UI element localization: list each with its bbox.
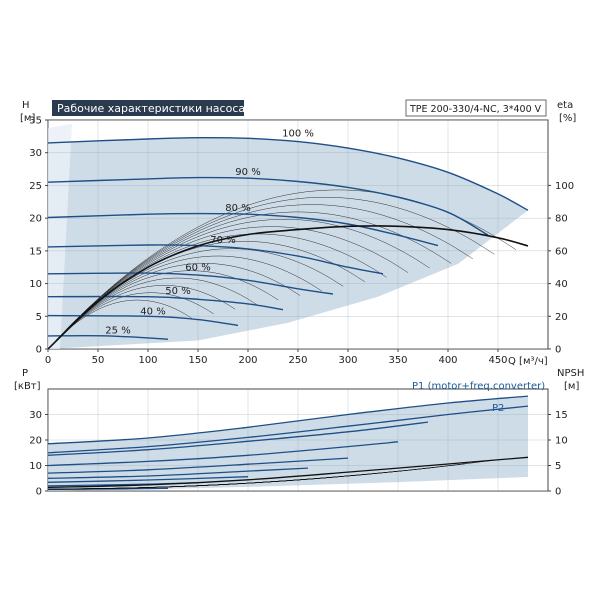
p2-series-label: P2 <box>492 403 504 414</box>
model-label-box <box>405 99 547 117</box>
envelope-left-highlight <box>48 124 72 349</box>
y2-tick-label: 0 <box>555 487 561 498</box>
y2-axis-title-eta: eta <box>557 100 573 111</box>
x-tick-label: 300 <box>338 355 357 366</box>
speed-label-70pct: 70 % <box>210 235 235 246</box>
head-curve-80pct <box>48 212 439 247</box>
x-tick-label: 150 <box>188 355 207 366</box>
p1-series-label: P1 (motor+freq.converter) <box>412 381 545 392</box>
speed-label-40pct: 40 % <box>140 306 165 317</box>
head-curve-100pct <box>48 136 529 211</box>
y-tick-label: 5 <box>36 312 42 323</box>
x-tick-label: 50 <box>92 355 105 366</box>
speed-label-90pct: 90 % <box>235 167 260 178</box>
y2-tick-label: 40 <box>555 279 568 290</box>
power-curve-0 <box>48 395 529 445</box>
y2-tick-label: 0 <box>555 345 561 356</box>
head-curve-90pct <box>48 176 489 236</box>
head-curve-50pct <box>48 295 284 311</box>
title-bar <box>52 100 244 116</box>
y-tick-label: 30 <box>29 410 42 421</box>
x-tick-label: 100 <box>138 355 157 366</box>
y2-tick-label: 10 <box>555 436 568 447</box>
power-curve-5 <box>48 467 309 479</box>
x-axis-title: Q [м³/ч] <box>508 356 548 367</box>
power-curve-8 <box>48 487 169 491</box>
y-axis-unit-p: [кВт] <box>14 381 41 392</box>
head-curve-70pct <box>48 244 384 275</box>
speed-label-50pct: 50 % <box>165 286 190 297</box>
y2-tick-label: 20 <box>555 312 568 323</box>
speed-label-60pct: 60 % <box>185 262 210 273</box>
y-axis-title-h: H <box>22 100 30 111</box>
y-tick-label: 35 <box>29 116 42 127</box>
speed-label-25pct: 25 % <box>105 325 130 336</box>
x-tick-label: 200 <box>238 355 257 366</box>
x-tick-label: 450 <box>488 355 507 366</box>
y-tick-label: 20 <box>29 436 42 447</box>
y2-axis-title-npsh: NPSH <box>557 368 584 379</box>
operating-envelope-top <box>48 137 528 349</box>
efficiency-iso-curve <box>48 226 409 349</box>
y-tick-label: 0 <box>36 345 42 356</box>
efficiency-iso-curve <box>48 204 473 349</box>
y2-tick-label: 60 <box>555 246 568 257</box>
head-curve-40pct <box>48 314 239 327</box>
chart-title: Рабочие характеристики насоса <box>57 102 245 115</box>
power-curve-3 <box>48 441 399 467</box>
y-tick-label: 20 <box>29 214 42 225</box>
power-curve-2 <box>48 421 429 456</box>
y2-axis-unit-npsh: [м] <box>564 381 579 392</box>
y-tick-label: 10 <box>29 461 42 472</box>
y2-tick-label: 80 <box>555 214 568 225</box>
y2-tick-label: 100 <box>555 181 574 192</box>
speed-label-80pct: 80 % <box>225 203 250 214</box>
efficiency-curve <box>48 225 529 349</box>
power-curve-6 <box>48 476 249 483</box>
head-curve-60pct <box>48 272 334 295</box>
y-tick-label: 30 <box>29 148 42 159</box>
y2-axis-unit-eta: [%] <box>559 113 576 124</box>
y-tick-label: 25 <box>29 181 42 192</box>
efficiency-iso-curve <box>48 219 430 349</box>
y2-tick-label: 15 <box>555 410 568 421</box>
x-tick-label: 400 <box>438 355 457 366</box>
efficiency-iso-curve <box>48 211 452 349</box>
y-axis-unit-h: [м] <box>20 113 35 124</box>
power-curve-4 <box>48 457 349 474</box>
y-axis-title-p: P <box>22 368 28 379</box>
npsh-iso-curve <box>48 459 499 490</box>
efficiency-iso-curve <box>48 197 495 349</box>
x-tick-label: 250 <box>288 355 307 366</box>
x-tick-label: 0 <box>45 355 51 366</box>
y-tick-label: 15 <box>29 246 42 257</box>
npsh-curve <box>48 456 529 489</box>
model-label: TPE 200-330/4-NC, 3*400 V <box>409 104 542 115</box>
y-tick-label: 0 <box>36 487 42 498</box>
speed-label-100pct: 100 % <box>282 128 314 139</box>
y-tick-label: 10 <box>29 279 42 290</box>
y2-tick-label: 5 <box>555 461 561 472</box>
x-tick-label: 350 <box>388 355 407 366</box>
power-curve-1 <box>48 405 529 454</box>
